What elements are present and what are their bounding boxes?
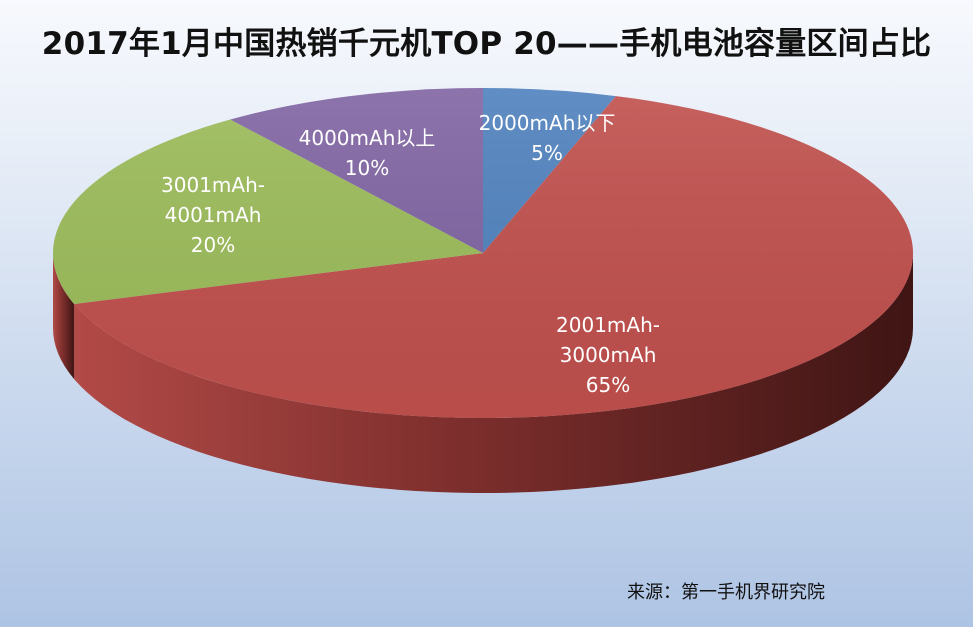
slice-percent-label: 65% xyxy=(585,373,631,397)
pie-side-wall xyxy=(53,253,913,493)
chart-source: 来源：第一手机界研究院 xyxy=(627,582,825,603)
slice-percent-label: 10% xyxy=(344,156,390,180)
slice-category-line: 2001mAh- xyxy=(556,313,660,337)
slice-category-line: 3000mAh xyxy=(559,343,657,367)
slice-percent-label: 20% xyxy=(190,233,236,257)
pie-side-2001-3000mah xyxy=(74,253,913,493)
slice-label-above-4000mah: 4000mAh以上 10% xyxy=(299,123,436,183)
chart-title: 2017年1月中国热销千元机TOP 20——手机电池容量区间占比 xyxy=(41,26,932,62)
pie-side-3001-4001mah xyxy=(53,253,75,379)
slice-percent-label: 5% xyxy=(531,141,563,165)
pie-top-face xyxy=(52,88,914,418)
slice-category-line: 2000mAh以下 xyxy=(478,111,616,135)
slice-category-line: 4000mAh以上 xyxy=(298,126,436,150)
slice-label-2001-3000mah: 2001mAh- 3000mAh 65% xyxy=(556,310,660,400)
slice-category-line: 4001mAh xyxy=(164,203,262,227)
slice-label-3001-4001mah: 3001mAh- 4001mAh 20% xyxy=(161,170,265,260)
slice-category-line: 3001mAh- xyxy=(161,173,265,197)
pie-top-sheen xyxy=(53,88,913,418)
slice-label-below-2000mah: 2000mAh以下 5% xyxy=(479,108,616,168)
